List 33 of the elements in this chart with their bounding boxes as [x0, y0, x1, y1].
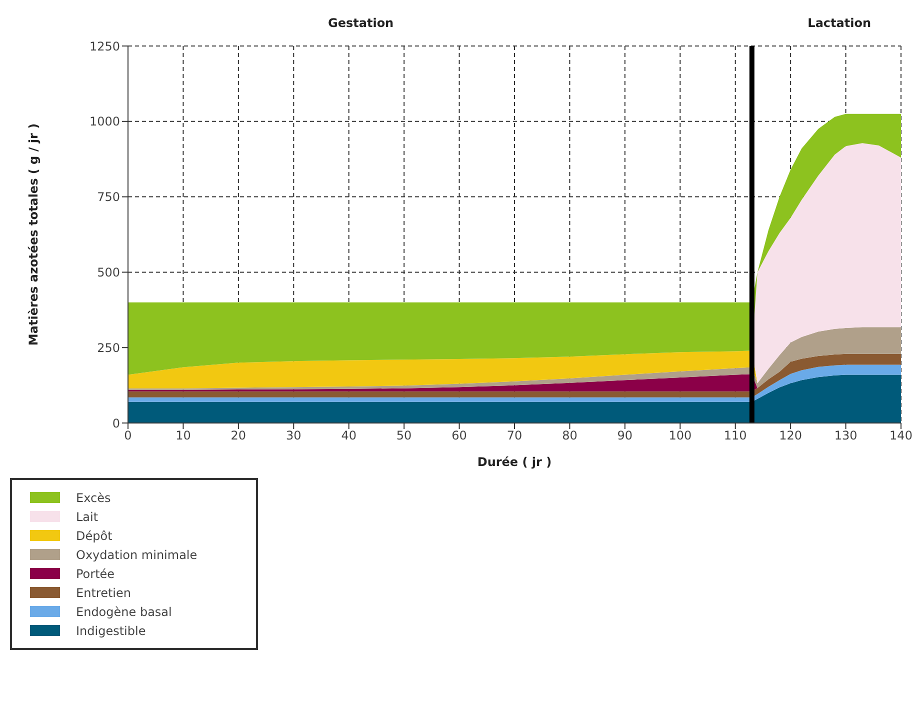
y-tick-label: 750	[97, 190, 120, 204]
x-tick-label: 20	[230, 428, 246, 443]
y-tick-label: 0	[112, 416, 120, 430]
y-axis-title: Matières azotées totales ( g / jr )	[26, 123, 40, 346]
x-tick-label: 70	[506, 428, 522, 443]
y-tick-label: 1250	[89, 39, 120, 54]
x-tick-label: 100	[668, 428, 692, 443]
x-tick-label: 10	[176, 428, 191, 443]
legend-label: Indigestible	[76, 624, 146, 638]
legend-label: Entretien	[76, 586, 131, 600]
legend-label: Endogène basal	[76, 604, 172, 618]
text: Gestation	[328, 16, 394, 30]
x-tick-label: 0	[124, 428, 132, 443]
x-axis-title: Durée ( jr )	[477, 455, 552, 469]
x-tick-label: 40	[341, 428, 356, 443]
legend-label: Portée	[76, 566, 115, 580]
x-tick-label: 140	[890, 428, 912, 443]
x-tick-label: 30	[286, 428, 302, 443]
text: Lactation	[808, 16, 871, 30]
x-tick-label: 60	[452, 428, 467, 443]
legend-label: Dépôt	[76, 528, 112, 542]
y-tick-label: 500	[97, 265, 120, 280]
legend-label: Lait	[76, 510, 98, 524]
legend-label: Excès	[76, 490, 111, 504]
y-tick-label: 1000	[89, 114, 120, 129]
x-tick-label: 80	[562, 428, 578, 443]
x-tick-label: 90	[617, 428, 633, 443]
legend-label: Oxydation minimale	[76, 548, 198, 562]
x-tick-label: 120	[779, 428, 802, 443]
x-tick-label: 50	[396, 428, 412, 443]
x-tick-label: 110	[724, 428, 747, 443]
y-tick-label: 250	[97, 340, 120, 355]
x-tick-label: 130	[834, 428, 858, 443]
